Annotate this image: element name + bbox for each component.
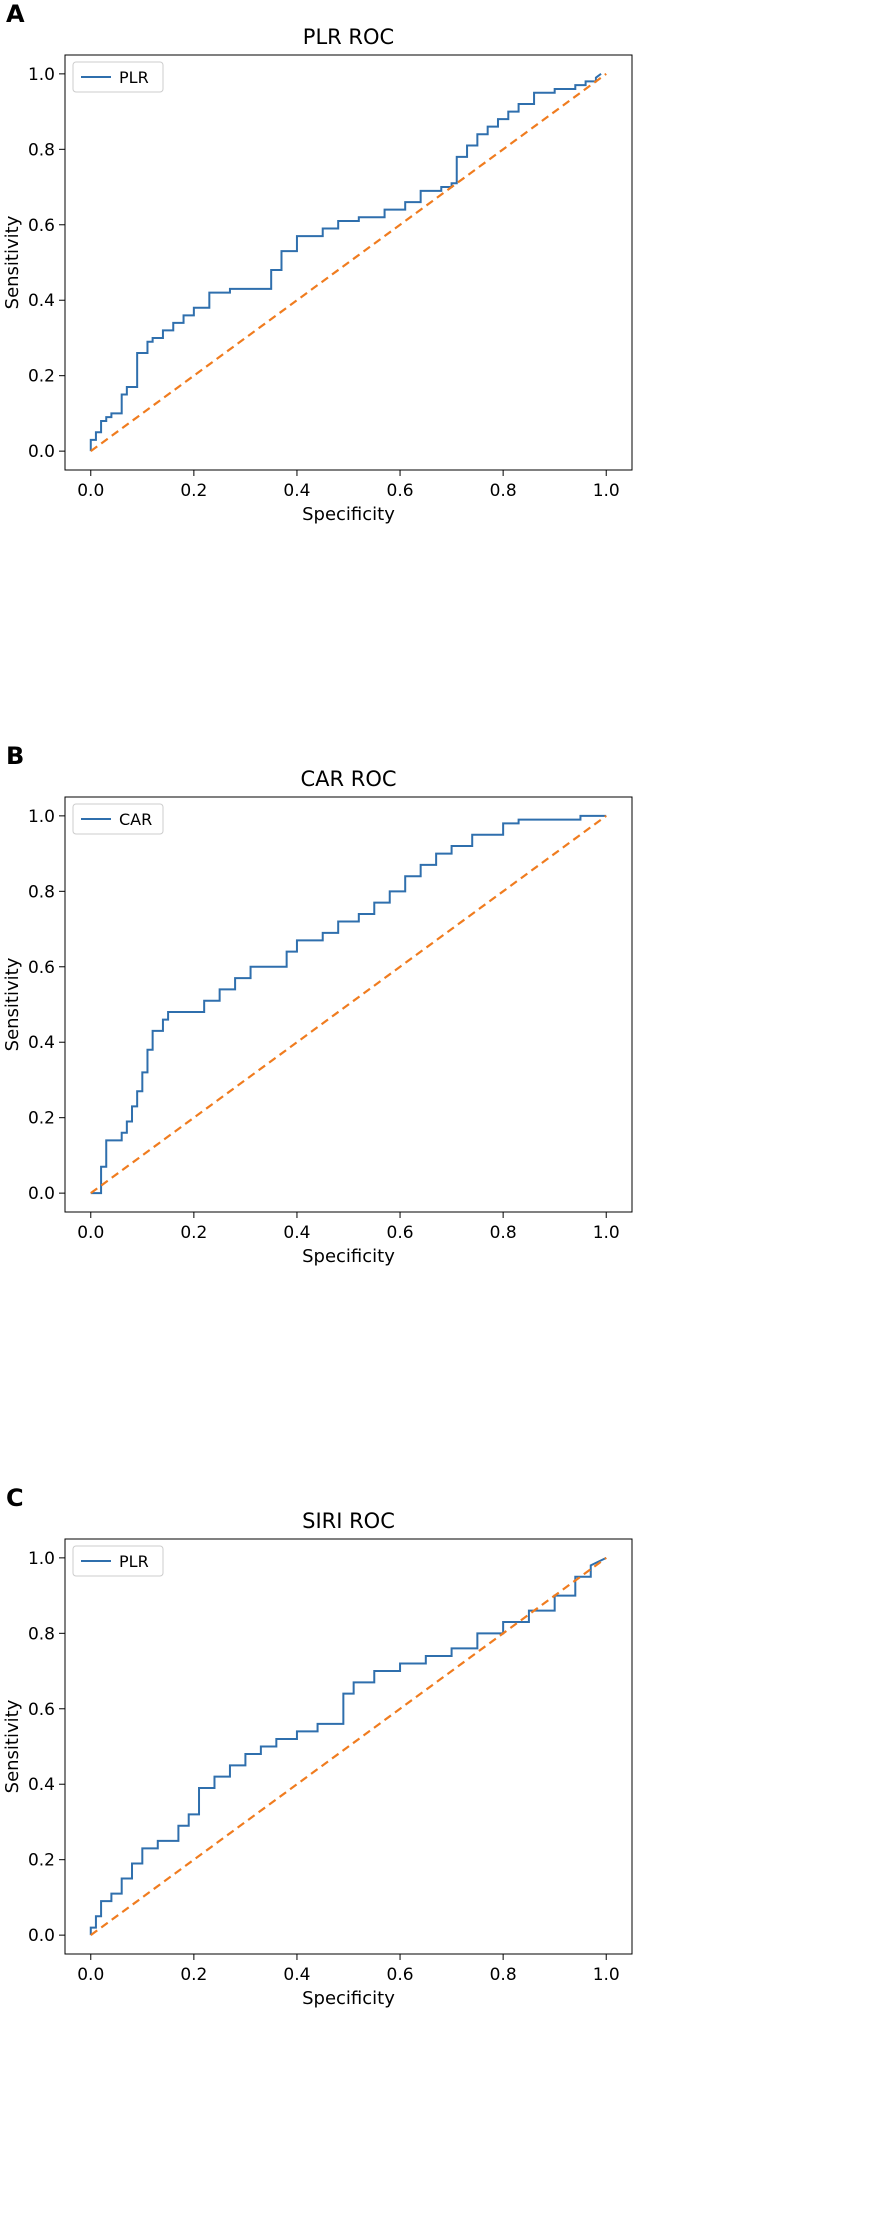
y-tick-label: 0.4 — [28, 291, 55, 311]
y-tick-label: 0.0 — [28, 1184, 55, 1204]
roc-curve-plr — [89, 73, 602, 452]
legend-entry: PLR — [119, 1552, 149, 1571]
y-tick-label: 0.0 — [28, 1926, 55, 1946]
y-tick-label: 0.2 — [28, 367, 55, 387]
y-tick-label: 1.0 — [28, 1549, 55, 1569]
y-tick-label: 1.0 — [28, 807, 55, 827]
legend: PLR — [72, 1545, 164, 1577]
x-tick-label: 0.2 — [180, 1223, 207, 1243]
legend-box — [72, 803, 164, 835]
x-tick-label: 1.0 — [593, 1965, 620, 1985]
legend-box — [72, 61, 164, 93]
y-tick-label: 0.2 — [28, 1851, 55, 1871]
x-tick-label: 0.2 — [180, 1965, 207, 1985]
chance-diagonal-line — [90, 814, 607, 1195]
x-tick-label: 0.0 — [77, 1223, 104, 1243]
x-tick-label: 1.0 — [593, 481, 620, 501]
axes-frame — [64, 796, 633, 1213]
axes-frame — [64, 54, 633, 471]
legend-entry: PLR — [119, 68, 149, 87]
chart-panel-b: B CAR ROC 0.0 0.2 0.4 0.6 0.8 1.0 0.0 0.2 0.4 0.6 0.… — [2, 742, 633, 1267]
y-tick-label: 0.2 — [28, 1109, 55, 1129]
x-tick-label: 0.6 — [387, 481, 414, 501]
y-tick-label: 1.0 — [28, 65, 55, 85]
y-tick-label: 0.4 — [28, 1033, 55, 1053]
x-tick-label: 0.8 — [490, 1223, 517, 1243]
y-tick-label: 0.8 — [28, 140, 55, 160]
y-tick-label: 0.4 — [28, 1775, 55, 1795]
roc-curve-car — [90, 814, 607, 1195]
y-tick-label: 0.8 — [28, 1624, 55, 1644]
x-tick-label: 0.8 — [490, 481, 517, 501]
x-axis-label: Specificity — [302, 1246, 395, 1267]
y-axis-label: Sensitivity — [2, 215, 23, 309]
x-axis-label: Specificity — [302, 504, 395, 525]
x-tick-label: 0.4 — [283, 1965, 310, 1985]
x-tick-label: 0.6 — [387, 1965, 414, 1985]
chart-panel-a: A PLR ROC 0.0 0.2 0.4 0.6 0.8 1.0 0.0 0.2 0.4 0.6 0.… — [2, 0, 633, 525]
x-tick-label: 0.0 — [77, 481, 104, 501]
chart-panel-c: C SIRI ROC 0.0 0.2 0.4 0.6 0.8 1.0 0.0 0.2 0.4 0.6 0… — [2, 1484, 633, 2009]
y-tick-label: 0.6 — [28, 216, 55, 236]
x-tick-label: 0.2 — [180, 481, 207, 501]
x-axis-label: Specificity — [302, 1988, 395, 2009]
x-tick-label: 0.0 — [77, 1965, 104, 1985]
panel-label: C — [6, 1484, 24, 1512]
chance-diagonal-line — [90, 1556, 607, 1937]
x-tick-label: 0.4 — [283, 1223, 310, 1243]
chance-diagonal-line — [90, 72, 607, 453]
y-tick-label: 0.6 — [28, 1700, 55, 1720]
y-axis-label: Sensitivity — [2, 1699, 23, 1793]
axes-frame — [64, 1538, 633, 1955]
panel-label: A — [6, 0, 25, 28]
chart-title: SIRI ROC — [302, 1509, 395, 1533]
chart-title: PLR ROC — [303, 25, 394, 49]
y-axis-label: Sensitivity — [2, 957, 23, 1051]
legend: CAR — [72, 803, 164, 835]
y-tick-label: 0.6 — [28, 958, 55, 978]
y-tick-label: 0.8 — [28, 882, 55, 902]
panel-label: B — [6, 742, 24, 770]
legend: PLR — [72, 61, 164, 93]
x-tick-label: 0.8 — [490, 1965, 517, 1985]
legend-entry: CAR — [119, 810, 152, 829]
x-tick-label: 0.6 — [387, 1223, 414, 1243]
legend-box — [72, 1545, 164, 1577]
chart-title: CAR ROC — [300, 767, 396, 791]
y-tick-label: 0.0 — [28, 442, 55, 462]
x-tick-label: 0.4 — [283, 481, 310, 501]
x-tick-label: 1.0 — [593, 1223, 620, 1243]
